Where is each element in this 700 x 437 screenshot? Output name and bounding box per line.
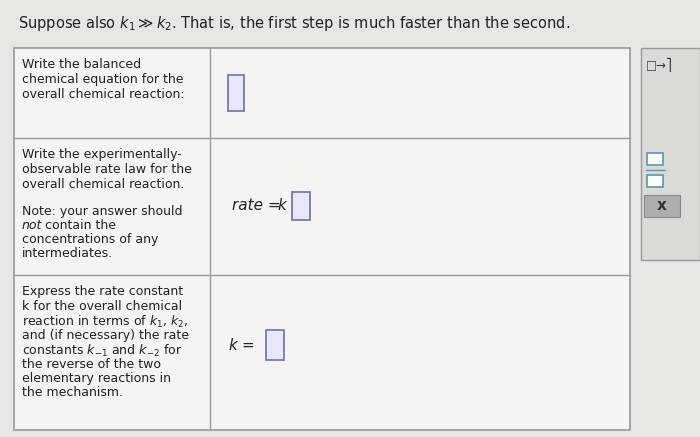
Bar bbox=[644, 195, 680, 217]
Text: and (if necessary) the rate: and (if necessary) the rate bbox=[22, 329, 189, 341]
Text: contain the: contain the bbox=[41, 219, 116, 232]
Bar bbox=[647, 153, 663, 165]
Text: concentrations of any: concentrations of any bbox=[22, 233, 158, 246]
Text: Write the experimentally-
observable rate law for the
overall chemical reaction.: Write the experimentally- observable rat… bbox=[22, 148, 192, 191]
Bar bbox=[14, 48, 630, 430]
Text: the reverse of the two: the reverse of the two bbox=[22, 357, 161, 371]
Text: k: k bbox=[278, 198, 292, 214]
Text: Note: your answer should: Note: your answer should bbox=[22, 205, 183, 218]
Text: intermediates.: intermediates. bbox=[22, 247, 113, 260]
Text: reaction in terms of $k_1$, $k_2$,: reaction in terms of $k_1$, $k_2$, bbox=[22, 314, 188, 330]
Bar bbox=[266, 330, 284, 360]
Text: □→⎤: □→⎤ bbox=[646, 58, 673, 72]
Text: the mechanism.: the mechanism. bbox=[22, 386, 123, 399]
Text: rate =: rate = bbox=[232, 198, 286, 214]
Bar bbox=[641, 48, 700, 260]
Text: Write the balanced
chemical equation for the
overall chemical reaction:: Write the balanced chemical equation for… bbox=[22, 58, 185, 101]
Text: $k$ =: $k$ = bbox=[228, 337, 256, 353]
Bar bbox=[292, 192, 310, 220]
Text: k for the overall chemical: k for the overall chemical bbox=[22, 299, 182, 312]
Text: elementary reactions in: elementary reactions in bbox=[22, 372, 171, 385]
Bar bbox=[647, 175, 663, 187]
Text: Express the rate constant: Express the rate constant bbox=[22, 285, 183, 298]
Text: not: not bbox=[22, 219, 43, 232]
Text: x: x bbox=[657, 198, 667, 214]
Text: Suppose also $k_1\gg k_2$. That is, the first step is much faster than the secon: Suppose also $k_1\gg k_2$. That is, the … bbox=[18, 14, 570, 33]
Text: constants $k_{-1}$ and $k_{-2}$ for: constants $k_{-1}$ and $k_{-2}$ for bbox=[22, 343, 183, 359]
Bar bbox=[228, 75, 244, 111]
